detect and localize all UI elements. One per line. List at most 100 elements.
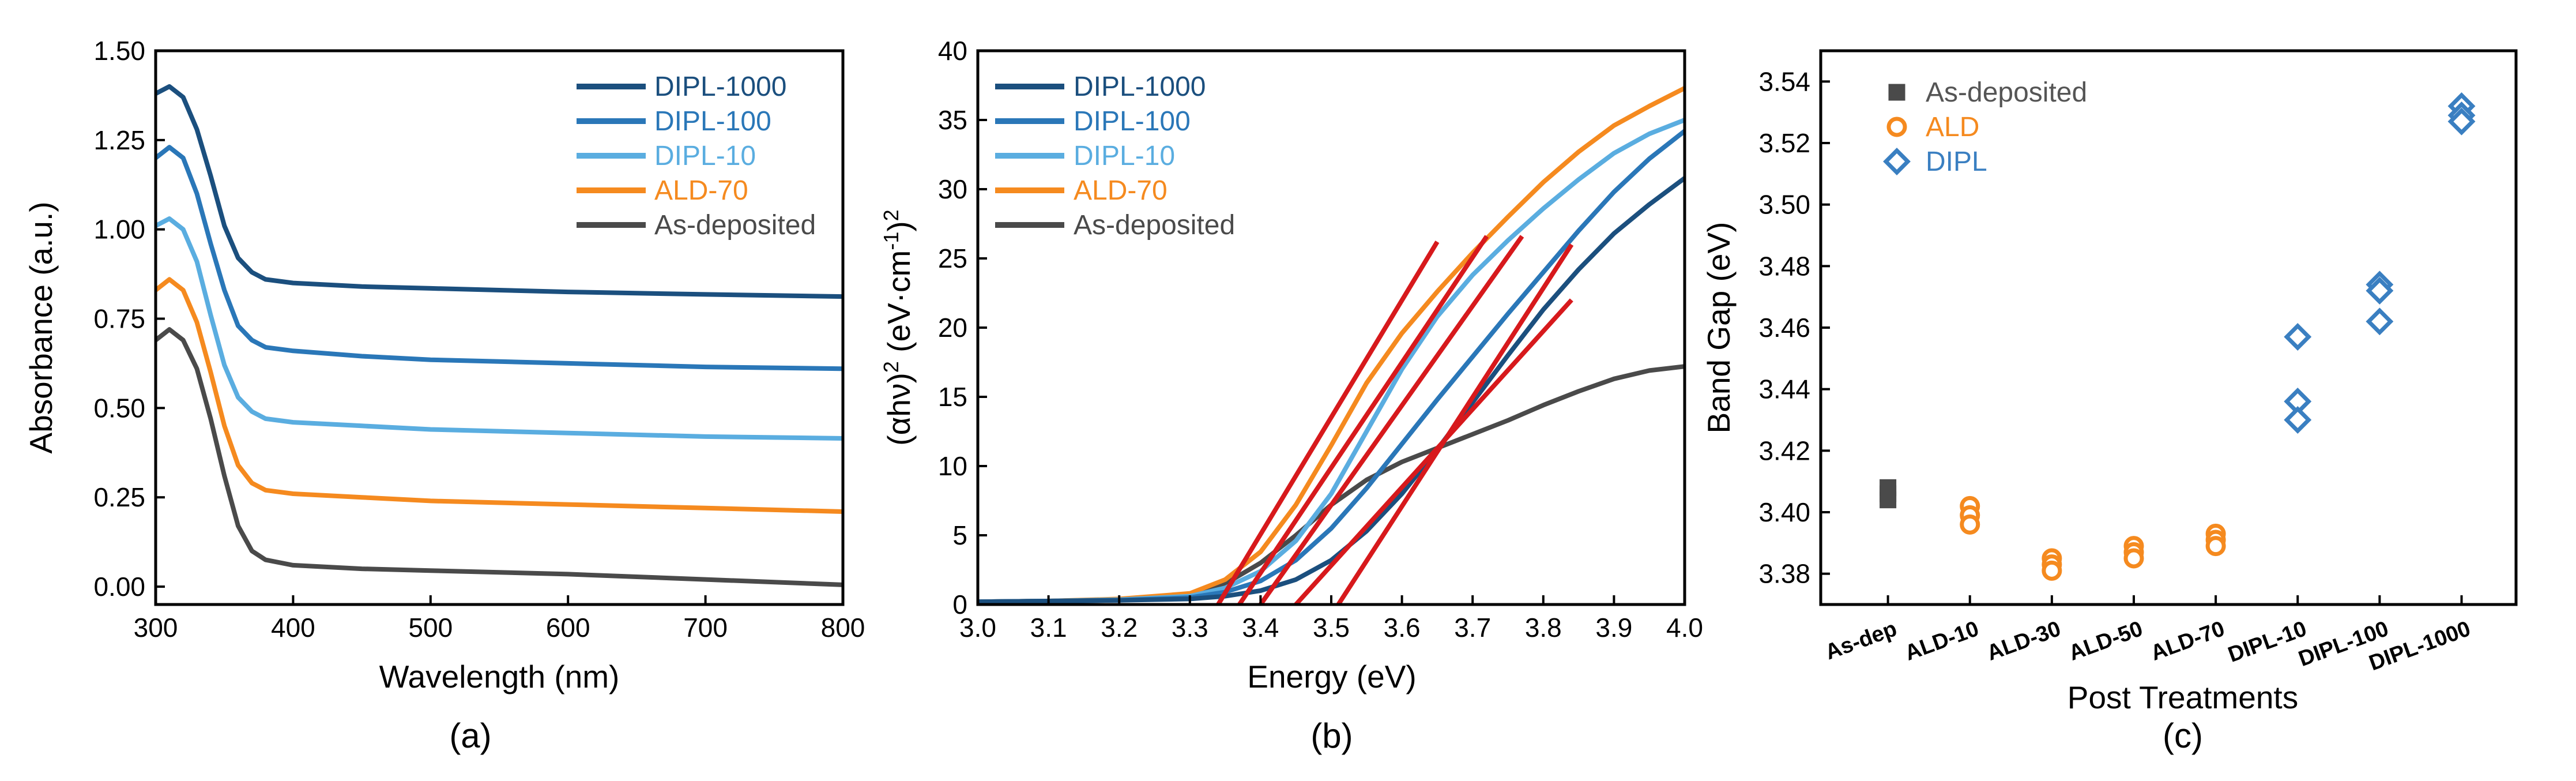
ylabel-b-sup3: 2	[879, 209, 903, 221]
data-point-ald	[2042, 560, 2062, 581]
legend-marker-c-dipl	[1883, 148, 1911, 175]
panel-a-label: (a)	[449, 716, 491, 755]
c-x-tick-label-dipl-10: DIPL-10	[2225, 617, 2310, 667]
b-x-tick-label: 3.8	[1525, 613, 1562, 643]
legend-label-a-dipl-100: DIPL-100	[654, 106, 771, 137]
legend-label-a-dipl-1000: DIPL-1000	[654, 72, 786, 102]
b-x-tick-label: 3.2	[1101, 613, 1138, 643]
a-y-tick-label: 0.00	[93, 572, 145, 602]
legend-label-b-dipl-100: DIPL-100	[1074, 106, 1191, 137]
data-point-ald	[2205, 536, 2226, 557]
series-line-a-dipl-100	[154, 145, 843, 371]
legend-label-c-as-deposited: As-deposited	[1926, 77, 2087, 108]
series-line-a-dipl-1000	[155, 84, 843, 299]
panel-c-y-axis-title: Band Gap (eV)	[1701, 222, 1737, 434]
c-x-tick-label-ald-50: ALD-50	[2066, 617, 2146, 666]
data-point-ald	[1960, 514, 1980, 535]
legend-label-b-as-deposited: As-deposited	[1074, 210, 1235, 241]
series-line-b-ald-70	[977, 86, 1686, 604]
a-y-tick-label: 1.00	[93, 215, 145, 245]
series-line-b-dipl-1000	[977, 176, 1686, 604]
panel-c-y-ticks: 3.38 3.40 3.42 3.44 3.46 3.48 3.50 3.52 3.54	[1758, 66, 1830, 589]
fit-line-2	[1237, 235, 1489, 606]
panel-b-y-ticks: 0 5 10 15 20 25 30 35 40	[938, 36, 987, 619]
c-y-tick-label: 3.48	[1758, 251, 1810, 281]
panel-c-x-ticks: As-dep ALD-10 ALD-30 ALD-50 ALD-70DIPL-10DIP…	[1822, 595, 2474, 675]
legend-label-b-dipl-10: DIPL-10	[1074, 141, 1175, 171]
panel-b-label: (b)	[1310, 716, 1353, 755]
ylabel-b-sup2: -1	[879, 232, 903, 250]
a-y-tick-label: 1.25	[93, 125, 145, 155]
panel-b-x-ticks: 3.0 3.1 3.2 3.3 3.4 3.5 3.6 3.7 3.8 3.9 4.0	[959, 595, 1703, 643]
c-x-tick-label-ald-10: ALD-10	[1901, 617, 1982, 666]
b-x-tick-label: 4.0	[1666, 613, 1703, 643]
panel-a-x-axis-title: Wavelength (nm)	[379, 659, 620, 694]
ylabel-b-main: (αhν)	[881, 373, 917, 446]
b-x-tick-label: 3.0	[959, 613, 996, 643]
legend-label-a-dipl-10: DIPL-10	[654, 141, 756, 171]
data-point-as-deposited	[1880, 491, 1897, 509]
series-line-a-as-deposited	[154, 327, 843, 587]
c-x-tick-label-as-dep: As-dep	[1822, 617, 1900, 665]
data-point-dipl	[2366, 277, 2394, 305]
panel-a-y-axis-title: Absorbance (a.u.)	[23, 201, 59, 453]
b-x-tick-label: 3.4	[1242, 613, 1279, 643]
c-y-tick-label: 3.40	[1758, 497, 1810, 527]
c-y-tick-label: 3.38	[1758, 559, 1810, 589]
c-x-tick-label-ald-70: ALD-70	[2148, 617, 2228, 666]
a-x-tick-label: 400	[271, 613, 315, 643]
a-y-tick-label: 1.50	[93, 36, 145, 66]
data-point-ald	[2123, 548, 2144, 569]
fit-line-4	[1294, 298, 1573, 606]
legend-label-c-ald: ALD	[1926, 112, 1979, 142]
a-y-tick-label: 0.75	[93, 304, 145, 334]
a-y-tick-label: 0.25	[93, 482, 145, 512]
data-point-dipl	[2366, 307, 2394, 336]
panel-b-legend: DIPL-1000 DIPL-100 DIPL-10 ALD-70 As-deposit…	[995, 72, 1235, 241]
panel-c-plot-area	[1880, 92, 2476, 581]
b-x-tick-label: 3.6	[1384, 613, 1421, 643]
a-x-tick-label: 600	[546, 613, 590, 643]
panel-c-frame	[1819, 49, 2518, 606]
ylabel-b-end: )	[881, 221, 917, 231]
panel-c-legend: As-deposited ALD DIPL	[1883, 77, 2087, 177]
panel-a-legend: DIPL-1000 DIPL-100 DIPL-10 ALD-70 As-deposit…	[577, 72, 816, 241]
c-y-tick-label: 3.42	[1758, 435, 1810, 465]
panel-b-plot-area	[977, 86, 1686, 606]
series-line-a-dipl-10	[155, 216, 843, 441]
b-y-tick-label: 0	[952, 589, 967, 619]
legend-label-b-dipl-1000: DIPL-1000	[1074, 72, 1206, 102]
data-point-dipl	[2447, 107, 2476, 136]
b-y-tick-label: 25	[938, 243, 967, 273]
a-x-tick-label: 800	[821, 613, 865, 643]
b-y-tick-label: 40	[938, 36, 967, 66]
fit-line-5	[1336, 243, 1574, 606]
fit-line-3	[1259, 235, 1524, 606]
b-y-tick-label: 35	[938, 105, 967, 135]
b-y-tick-label: 30	[938, 174, 967, 204]
c-y-tick-label: 3.46	[1758, 313, 1810, 343]
legend-marker-c-ald	[1886, 117, 1907, 137]
data-point-dipl	[2284, 323, 2312, 351]
b-x-tick-label: 3.1	[1030, 613, 1067, 643]
legend-label-a-as-deposited: As-deposited	[654, 210, 816, 241]
c-y-tick-label: 3.50	[1758, 190, 1810, 220]
b-y-tick-label: 5	[952, 520, 967, 550]
data-point-dipl	[2284, 406, 2312, 434]
b-x-tick-label: 3.9	[1595, 613, 1632, 643]
a-y-tick-label: 0.50	[93, 393, 145, 423]
panel-a: 300 400 500 600 700 800 0.00 0.25 0.50 0.75 1.00 1…	[23, 36, 865, 755]
panel-b-x-axis-title: Energy (eV)	[1247, 659, 1416, 694]
fit-line-1	[1216, 241, 1440, 606]
a-x-tick-label: 700	[683, 613, 728, 643]
legend-marker-c-as-deposited	[1888, 84, 1905, 101]
legend-label-b-ald-70: ALD-70	[1074, 175, 1168, 206]
b-y-tick-label: 20	[938, 313, 967, 343]
ylabel-b-mid: (eV·cm	[881, 250, 917, 362]
c-y-tick-label: 3.44	[1758, 374, 1810, 404]
b-y-tick-label: 10	[938, 451, 967, 481]
a-x-tick-label: 500	[408, 613, 453, 643]
legend-label-a-ald-70: ALD-70	[654, 175, 748, 206]
series-line-a-ald-70	[154, 277, 843, 514]
